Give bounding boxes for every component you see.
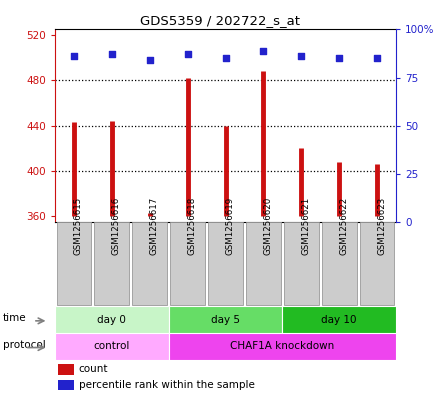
Text: percentile rank within the sample: percentile rank within the sample	[79, 380, 255, 390]
Bar	[170, 222, 205, 305]
Bar	[56, 222, 92, 305]
Bar	[359, 222, 395, 305]
Bar	[59, 380, 74, 390]
Bar	[55, 306, 169, 333]
Bar	[208, 222, 243, 305]
Bar	[246, 222, 281, 305]
Text: GSM1256617: GSM1256617	[150, 197, 159, 255]
Text: control: control	[94, 341, 130, 351]
Text: GDS5359 / 202722_s_at: GDS5359 / 202722_s_at	[140, 14, 300, 27]
Text: count: count	[79, 364, 108, 374]
Text: GSM1256621: GSM1256621	[301, 197, 310, 255]
Point	[70, 53, 77, 59]
Point	[222, 55, 229, 61]
Text: GSM1256622: GSM1256622	[339, 197, 348, 255]
Text: GSM1256616: GSM1256616	[112, 197, 121, 255]
Text: day 5: day 5	[211, 314, 240, 325]
Bar	[282, 306, 396, 333]
Bar	[55, 333, 169, 360]
Bar	[169, 306, 282, 333]
Bar	[59, 364, 74, 375]
Point	[298, 53, 305, 59]
Point	[336, 55, 343, 61]
Text: time: time	[3, 313, 26, 323]
Text: GSM1256619: GSM1256619	[226, 197, 235, 255]
Point	[146, 57, 153, 63]
Bar	[169, 333, 396, 360]
Text: GSM1256615: GSM1256615	[74, 197, 83, 255]
Text: CHAF1A knockdown: CHAF1A knockdown	[230, 341, 334, 351]
Bar	[95, 222, 129, 305]
Point	[260, 48, 267, 54]
Point	[374, 55, 381, 61]
Bar	[322, 222, 356, 305]
Point	[108, 51, 115, 58]
Text: GSM1256618: GSM1256618	[187, 197, 197, 255]
Text: day 10: day 10	[321, 314, 357, 325]
Bar	[132, 222, 167, 305]
Bar	[284, 222, 319, 305]
Point	[184, 51, 191, 58]
Text: protocol: protocol	[3, 340, 45, 350]
Text: day 0: day 0	[97, 314, 126, 325]
Text: GSM1256620: GSM1256620	[264, 197, 272, 255]
Text: GSM1256623: GSM1256623	[377, 197, 386, 255]
